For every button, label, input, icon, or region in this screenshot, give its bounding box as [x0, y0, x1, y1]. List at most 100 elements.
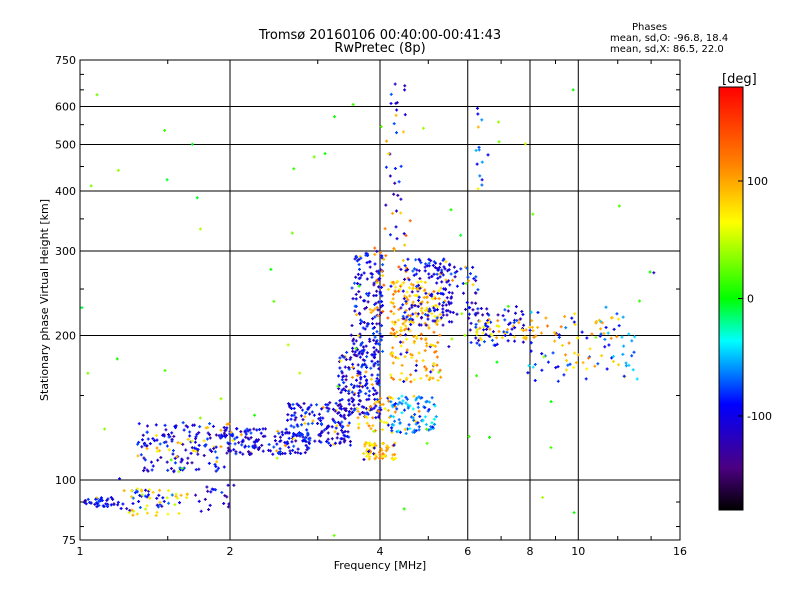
scatter-point [444, 303, 448, 307]
scatter-point [455, 284, 459, 288]
scatter-point [332, 115, 336, 119]
scatter-point [352, 386, 356, 390]
scatter-point [173, 461, 177, 465]
scatter-point [402, 317, 406, 321]
scatter-point [344, 409, 348, 413]
scatter-point [139, 453, 143, 457]
scatter-point [166, 468, 170, 472]
scatter-point [497, 329, 501, 333]
scatter-point [385, 421, 389, 425]
scatter-point [377, 414, 381, 418]
scatter-point [412, 430, 416, 434]
scatter-point [170, 431, 174, 435]
scatter-point [179, 493, 183, 497]
scatter-point [188, 434, 192, 438]
scatter-point [560, 343, 564, 347]
scatter-point [334, 426, 338, 430]
scatter-point [378, 406, 382, 410]
scatter-point [343, 429, 347, 433]
scatter-point [339, 407, 343, 411]
scatter-point [323, 152, 327, 156]
scatter-point [223, 429, 227, 433]
scatter-point [347, 366, 351, 370]
scatter-point [347, 402, 351, 406]
scatter-point [403, 113, 407, 117]
y-tick-label: 200 [55, 330, 76, 343]
scatter-point [476, 125, 480, 129]
scatter-point [269, 267, 273, 271]
scatter-point [340, 378, 344, 382]
scatter-point [393, 441, 397, 445]
x-tick-label: 6 [464, 545, 471, 558]
scatter-point [208, 436, 212, 440]
scatter-point [392, 312, 396, 316]
chart-title: Tromsø 20160106 00:40:00-00:41:43 [258, 28, 502, 43]
scatter-point [388, 174, 392, 178]
scatter-point [378, 251, 382, 255]
scatter-point [317, 412, 321, 416]
scatter-point [339, 359, 343, 363]
scatter-point [360, 365, 364, 369]
scatter-point [167, 501, 171, 505]
scatter-point [405, 266, 409, 270]
scatter-point [526, 371, 530, 375]
scatter-point [427, 326, 431, 330]
scatter-point [325, 406, 329, 410]
scatter-point [405, 376, 409, 380]
scatter-point [240, 440, 244, 444]
scatter-point [453, 275, 457, 279]
scatter-point [349, 356, 353, 360]
scatter-point [379, 403, 383, 407]
scatter-point [208, 448, 212, 452]
scatter-point [474, 275, 478, 279]
scatter-point [375, 322, 379, 326]
scatter-point [374, 294, 378, 298]
scatter-point [599, 332, 603, 336]
scatter-point [428, 376, 432, 380]
scatter-point [484, 332, 488, 336]
scatter-point [405, 337, 409, 341]
scatter-point [437, 370, 441, 374]
scatter-point [226, 483, 230, 487]
scatter-point [421, 419, 425, 423]
scatter-point [363, 327, 367, 331]
scatter-point [423, 288, 427, 292]
scatter-point [424, 291, 428, 295]
scatter-point [598, 334, 602, 338]
scatter-point [434, 415, 438, 419]
scatter-point [342, 440, 346, 444]
scatter-point [621, 315, 625, 319]
scatter-point [300, 423, 304, 427]
scatter-point [382, 257, 386, 261]
scatter-point [419, 316, 423, 320]
scatter-point [615, 335, 619, 339]
scatter-point [281, 433, 285, 437]
scatter-point [327, 441, 331, 445]
scatter-point [372, 452, 376, 456]
scatter-point [506, 339, 510, 343]
scatter-point [143, 494, 147, 498]
scatter-point [375, 398, 379, 402]
scatter-point [471, 283, 475, 287]
scatter-point [411, 300, 415, 304]
scatter-point [325, 440, 329, 444]
scatter-point [638, 299, 642, 303]
scatter-point [379, 125, 383, 129]
scatter-point [260, 443, 264, 447]
scatter-point [360, 363, 364, 367]
scatter-point [409, 415, 413, 419]
scatter-point [503, 318, 507, 322]
scatter-point [564, 368, 568, 372]
scatter-point [421, 359, 425, 363]
scatter-point [308, 438, 312, 442]
scatter-point [546, 360, 550, 364]
scatter-point [425, 264, 429, 268]
scatter-point [364, 392, 368, 396]
scatter-point [308, 412, 312, 416]
scatter-point [229, 449, 233, 453]
scatter-point [441, 307, 445, 311]
scatter-point [403, 84, 407, 88]
scatter-point [600, 321, 604, 325]
scatter-point [447, 279, 451, 283]
scatter-point [363, 444, 367, 448]
